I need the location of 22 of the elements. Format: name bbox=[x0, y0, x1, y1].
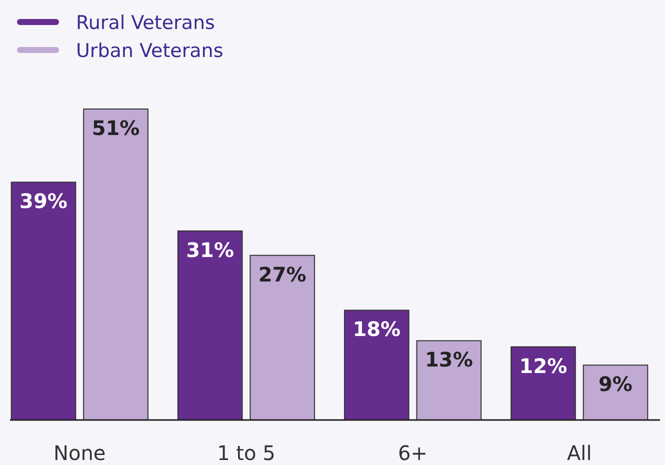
data-label: 27% bbox=[258, 262, 306, 286]
data-label: 13% bbox=[424, 348, 473, 372]
bar bbox=[416, 340, 482, 420]
data-label: 31% bbox=[186, 238, 234, 262]
data-label: 51% bbox=[92, 116, 140, 140]
bar bbox=[177, 230, 243, 420]
legend-label: Urban Veterans bbox=[76, 40, 224, 62]
x-tick-label: 6+ bbox=[398, 441, 428, 465]
legend-label: Rural Veterans bbox=[76, 12, 215, 34]
data-label: 18% bbox=[352, 317, 401, 342]
bar bbox=[344, 310, 410, 420]
bar bbox=[83, 108, 148, 420]
data-label: 9% bbox=[598, 372, 632, 396]
bar bbox=[582, 364, 648, 420]
x-tick-label: All bbox=[566, 441, 592, 465]
bar bbox=[250, 254, 316, 420]
bar bbox=[10, 182, 76, 420]
data-label: 39% bbox=[20, 189, 68, 214]
x-tick-label: None bbox=[54, 441, 106, 465]
bar bbox=[510, 346, 576, 420]
x-tick-label: 1 to 5 bbox=[217, 441, 276, 465]
data-label: 12% bbox=[519, 354, 568, 378]
